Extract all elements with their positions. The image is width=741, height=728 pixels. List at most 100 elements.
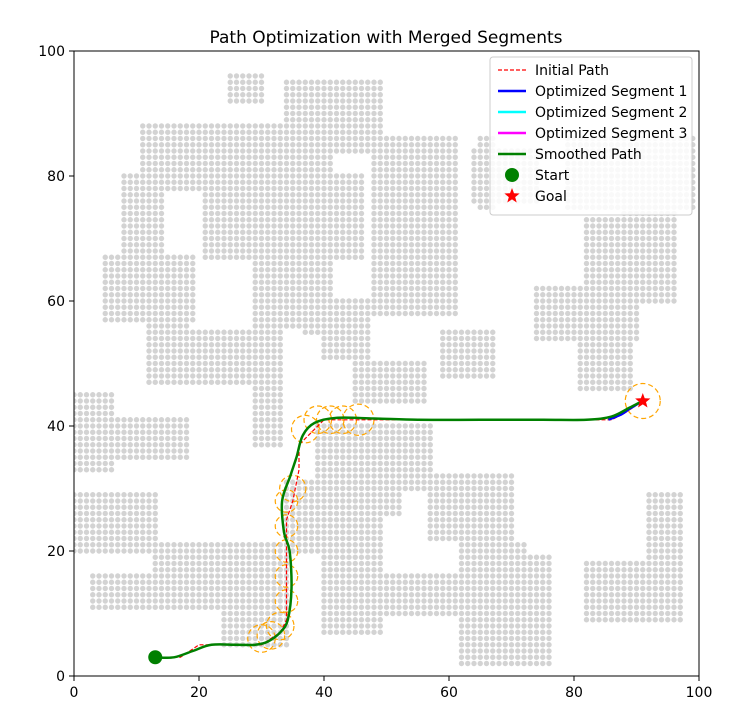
obstacle-dot (296, 254, 302, 260)
obstacle-dot (446, 135, 452, 142)
obstacle-dot (346, 535, 352, 542)
obstacle-dot (102, 404, 108, 410)
obstacle-dot (158, 448, 165, 454)
obstacle-dot (246, 348, 252, 354)
obstacle-dot (546, 323, 552, 329)
obstacle-dot (590, 267, 596, 273)
obstacle-dot (296, 154, 302, 160)
obstacle-dot (165, 129, 171, 135)
obstacle-dot (152, 498, 158, 504)
obstacle-dot (146, 548, 152, 554)
obstacle-dot (646, 573, 652, 579)
obstacle-dot (377, 598, 383, 604)
obstacle-dot (490, 648, 496, 654)
obstacle-dot (183, 567, 190, 573)
obstacle-dot (296, 167, 302, 173)
obstacle-dot (358, 329, 365, 335)
obstacle-dot (477, 373, 483, 379)
obstacle-dot (115, 535, 121, 542)
obstacle-dot (227, 185, 233, 192)
obstacle-dot (490, 510, 496, 517)
obstacle-dot (152, 492, 158, 498)
obstacle-dot (302, 92, 308, 98)
obstacle-dot (421, 379, 427, 385)
obstacle-dot (358, 217, 365, 223)
obstacle-dot (346, 223, 352, 229)
obstacle-dot (102, 429, 108, 435)
obstacle-dot (608, 223, 615, 229)
obstacle-dot (608, 367, 615, 373)
obstacle-dot (321, 92, 327, 98)
obstacle-dot (315, 310, 321, 317)
obstacle-dot (540, 317, 546, 323)
obstacle-dot (527, 604, 533, 610)
obstacle-dot (452, 367, 458, 373)
obstacle-dot (265, 167, 271, 173)
obstacle-dot (127, 179, 133, 185)
obstacle-dot (402, 223, 408, 229)
obstacle-dot (171, 279, 177, 285)
obstacle-dot (358, 117, 365, 123)
obstacle-dot (546, 567, 552, 573)
obstacle-dot (340, 629, 346, 635)
obstacle-dot (115, 454, 121, 460)
obstacle-dot (471, 623, 477, 629)
obstacle-dot (321, 529, 327, 535)
obstacle-dot (227, 167, 233, 173)
obstacle-dot (358, 448, 365, 454)
obstacle-dot (152, 173, 158, 179)
obstacle-dot (327, 129, 333, 135)
obstacle-dot (496, 548, 502, 554)
obstacle-dot (121, 267, 127, 273)
obstacle-dot (508, 548, 515, 554)
obstacle-dot (371, 192, 377, 198)
obstacle-dot (602, 367, 608, 373)
obstacle-dot (283, 642, 290, 648)
obstacle-dot (252, 98, 258, 104)
obstacle-dot (371, 285, 377, 292)
obstacle-dot (233, 335, 240, 342)
obstacle-dot (271, 248, 277, 254)
obstacle-dot (252, 254, 258, 260)
obstacle-dot (140, 148, 146, 154)
obstacle-dot (471, 154, 477, 160)
obstacle-dot (590, 273, 596, 279)
obstacle-dot (433, 504, 440, 510)
obstacle-dot (458, 335, 465, 342)
obstacle-dot (477, 517, 483, 523)
obstacle-dot (365, 92, 371, 98)
obstacle-dot (583, 223, 590, 229)
obstacle-dot (608, 598, 615, 604)
obstacle-dot (165, 148, 171, 154)
obstacle-dot (315, 329, 321, 335)
obstacle-dot (665, 610, 671, 617)
obstacle-dot (321, 579, 327, 585)
obstacle-dot (540, 654, 546, 660)
obstacle-dot (327, 248, 333, 254)
obstacle-dot (358, 104, 365, 110)
obstacle-dot (277, 367, 283, 373)
obstacle-dot (321, 185, 327, 192)
obstacle-dot (252, 160, 258, 167)
obstacle-dot (183, 442, 190, 448)
obstacle-dot (577, 298, 583, 304)
obstacle-dot (240, 123, 246, 129)
obstacle-dot (352, 217, 358, 223)
obstacle-dot (477, 579, 483, 585)
obstacle-dot (627, 610, 633, 617)
obstacle-dot (658, 548, 665, 554)
obstacle-dot (452, 160, 458, 167)
obstacle-dot (371, 473, 377, 479)
obstacle-dot (383, 429, 390, 435)
obstacle-dot (396, 610, 402, 617)
obstacle-dot (546, 660, 552, 667)
obstacle-dot (221, 192, 227, 198)
obstacle-dot (215, 604, 221, 610)
obstacle-dot (477, 617, 483, 623)
obstacle-dot (346, 242, 352, 248)
obstacle-dot (140, 129, 146, 135)
obstacle-dot (358, 542, 365, 548)
obstacle-dot (102, 498, 108, 504)
obstacle-dot (133, 517, 140, 523)
obstacle-dot (177, 148, 183, 154)
